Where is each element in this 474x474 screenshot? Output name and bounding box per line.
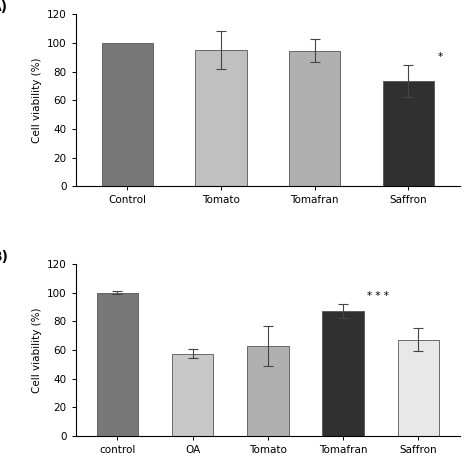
Bar xyxy=(172,354,213,436)
Bar xyxy=(247,346,289,436)
Y-axis label: Cell viability (%): Cell viability (%) xyxy=(31,57,42,143)
Bar xyxy=(383,81,434,186)
Text: B): B) xyxy=(0,250,9,264)
Y-axis label: Cell viability (%): Cell viability (%) xyxy=(31,307,42,393)
Bar xyxy=(97,292,138,436)
Text: * * *: * * * xyxy=(367,291,389,301)
Text: A): A) xyxy=(0,0,9,14)
Bar xyxy=(101,43,153,186)
Bar xyxy=(398,340,439,436)
Bar xyxy=(322,311,364,436)
Bar xyxy=(195,50,247,186)
Bar xyxy=(289,51,340,186)
Text: *: * xyxy=(438,52,443,62)
